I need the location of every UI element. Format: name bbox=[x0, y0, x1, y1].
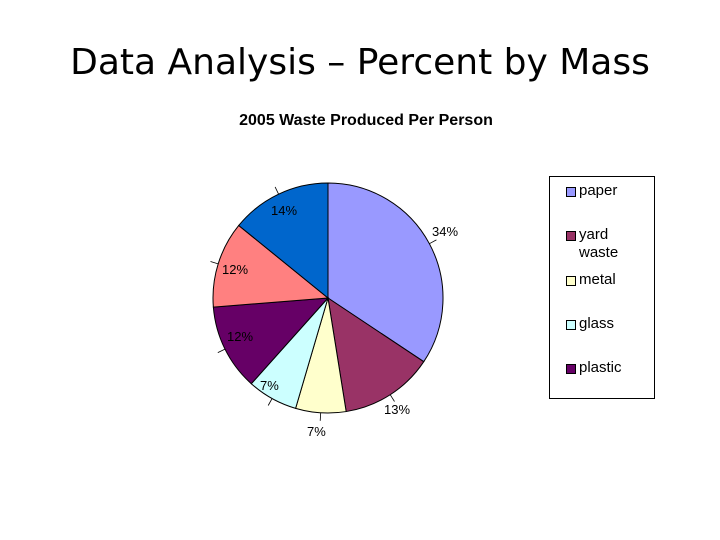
chart-legend: paper yard waste metal glass plastic bbox=[549, 176, 655, 399]
legend-swatch-plastic bbox=[566, 364, 576, 374]
data-label: 7% bbox=[260, 378, 279, 393]
pie-slice-yard-waste bbox=[327, 296, 425, 413]
legend-item-metal: metal bbox=[566, 271, 649, 289]
legend-item-yard-waste: yard waste bbox=[566, 226, 649, 262]
legend-label-metal: metal bbox=[579, 271, 616, 288]
slide-title: Data Analysis – Percent by Mass bbox=[70, 42, 650, 83]
leader-line bbox=[217, 348, 226, 353]
legend-swatch-metal bbox=[566, 276, 576, 286]
leader-line bbox=[274, 186, 279, 195]
legend-label-paper: paper bbox=[579, 182, 618, 199]
data-label: 7% bbox=[307, 424, 326, 439]
data-label: 13% bbox=[384, 402, 410, 417]
leader-line bbox=[210, 261, 219, 265]
data-label: 14% bbox=[271, 203, 297, 218]
legend-swatch-paper bbox=[566, 187, 576, 197]
legend-label-yard-waste: yard waste bbox=[579, 226, 619, 261]
data-label: 12% bbox=[227, 329, 253, 344]
chart-title: 2005 Waste Produced Per Person bbox=[239, 112, 493, 129]
legend-swatch-glass bbox=[566, 320, 576, 330]
legend-swatch-yard-waste bbox=[566, 231, 576, 241]
legend-item-plastic: plastic bbox=[566, 359, 649, 377]
data-label: 12% bbox=[222, 262, 248, 277]
leader-line bbox=[389, 394, 395, 402]
data-label: 34% bbox=[432, 224, 458, 239]
legend-item-glass: glass bbox=[566, 315, 649, 333]
leader-line bbox=[267, 398, 273, 406]
legend-label-glass: glass bbox=[579, 315, 615, 332]
legend-label-plastic: plastic bbox=[579, 359, 622, 376]
leader-line bbox=[319, 412, 322, 421]
legend-item-paper: paper bbox=[566, 182, 649, 200]
leader-line bbox=[429, 239, 437, 245]
